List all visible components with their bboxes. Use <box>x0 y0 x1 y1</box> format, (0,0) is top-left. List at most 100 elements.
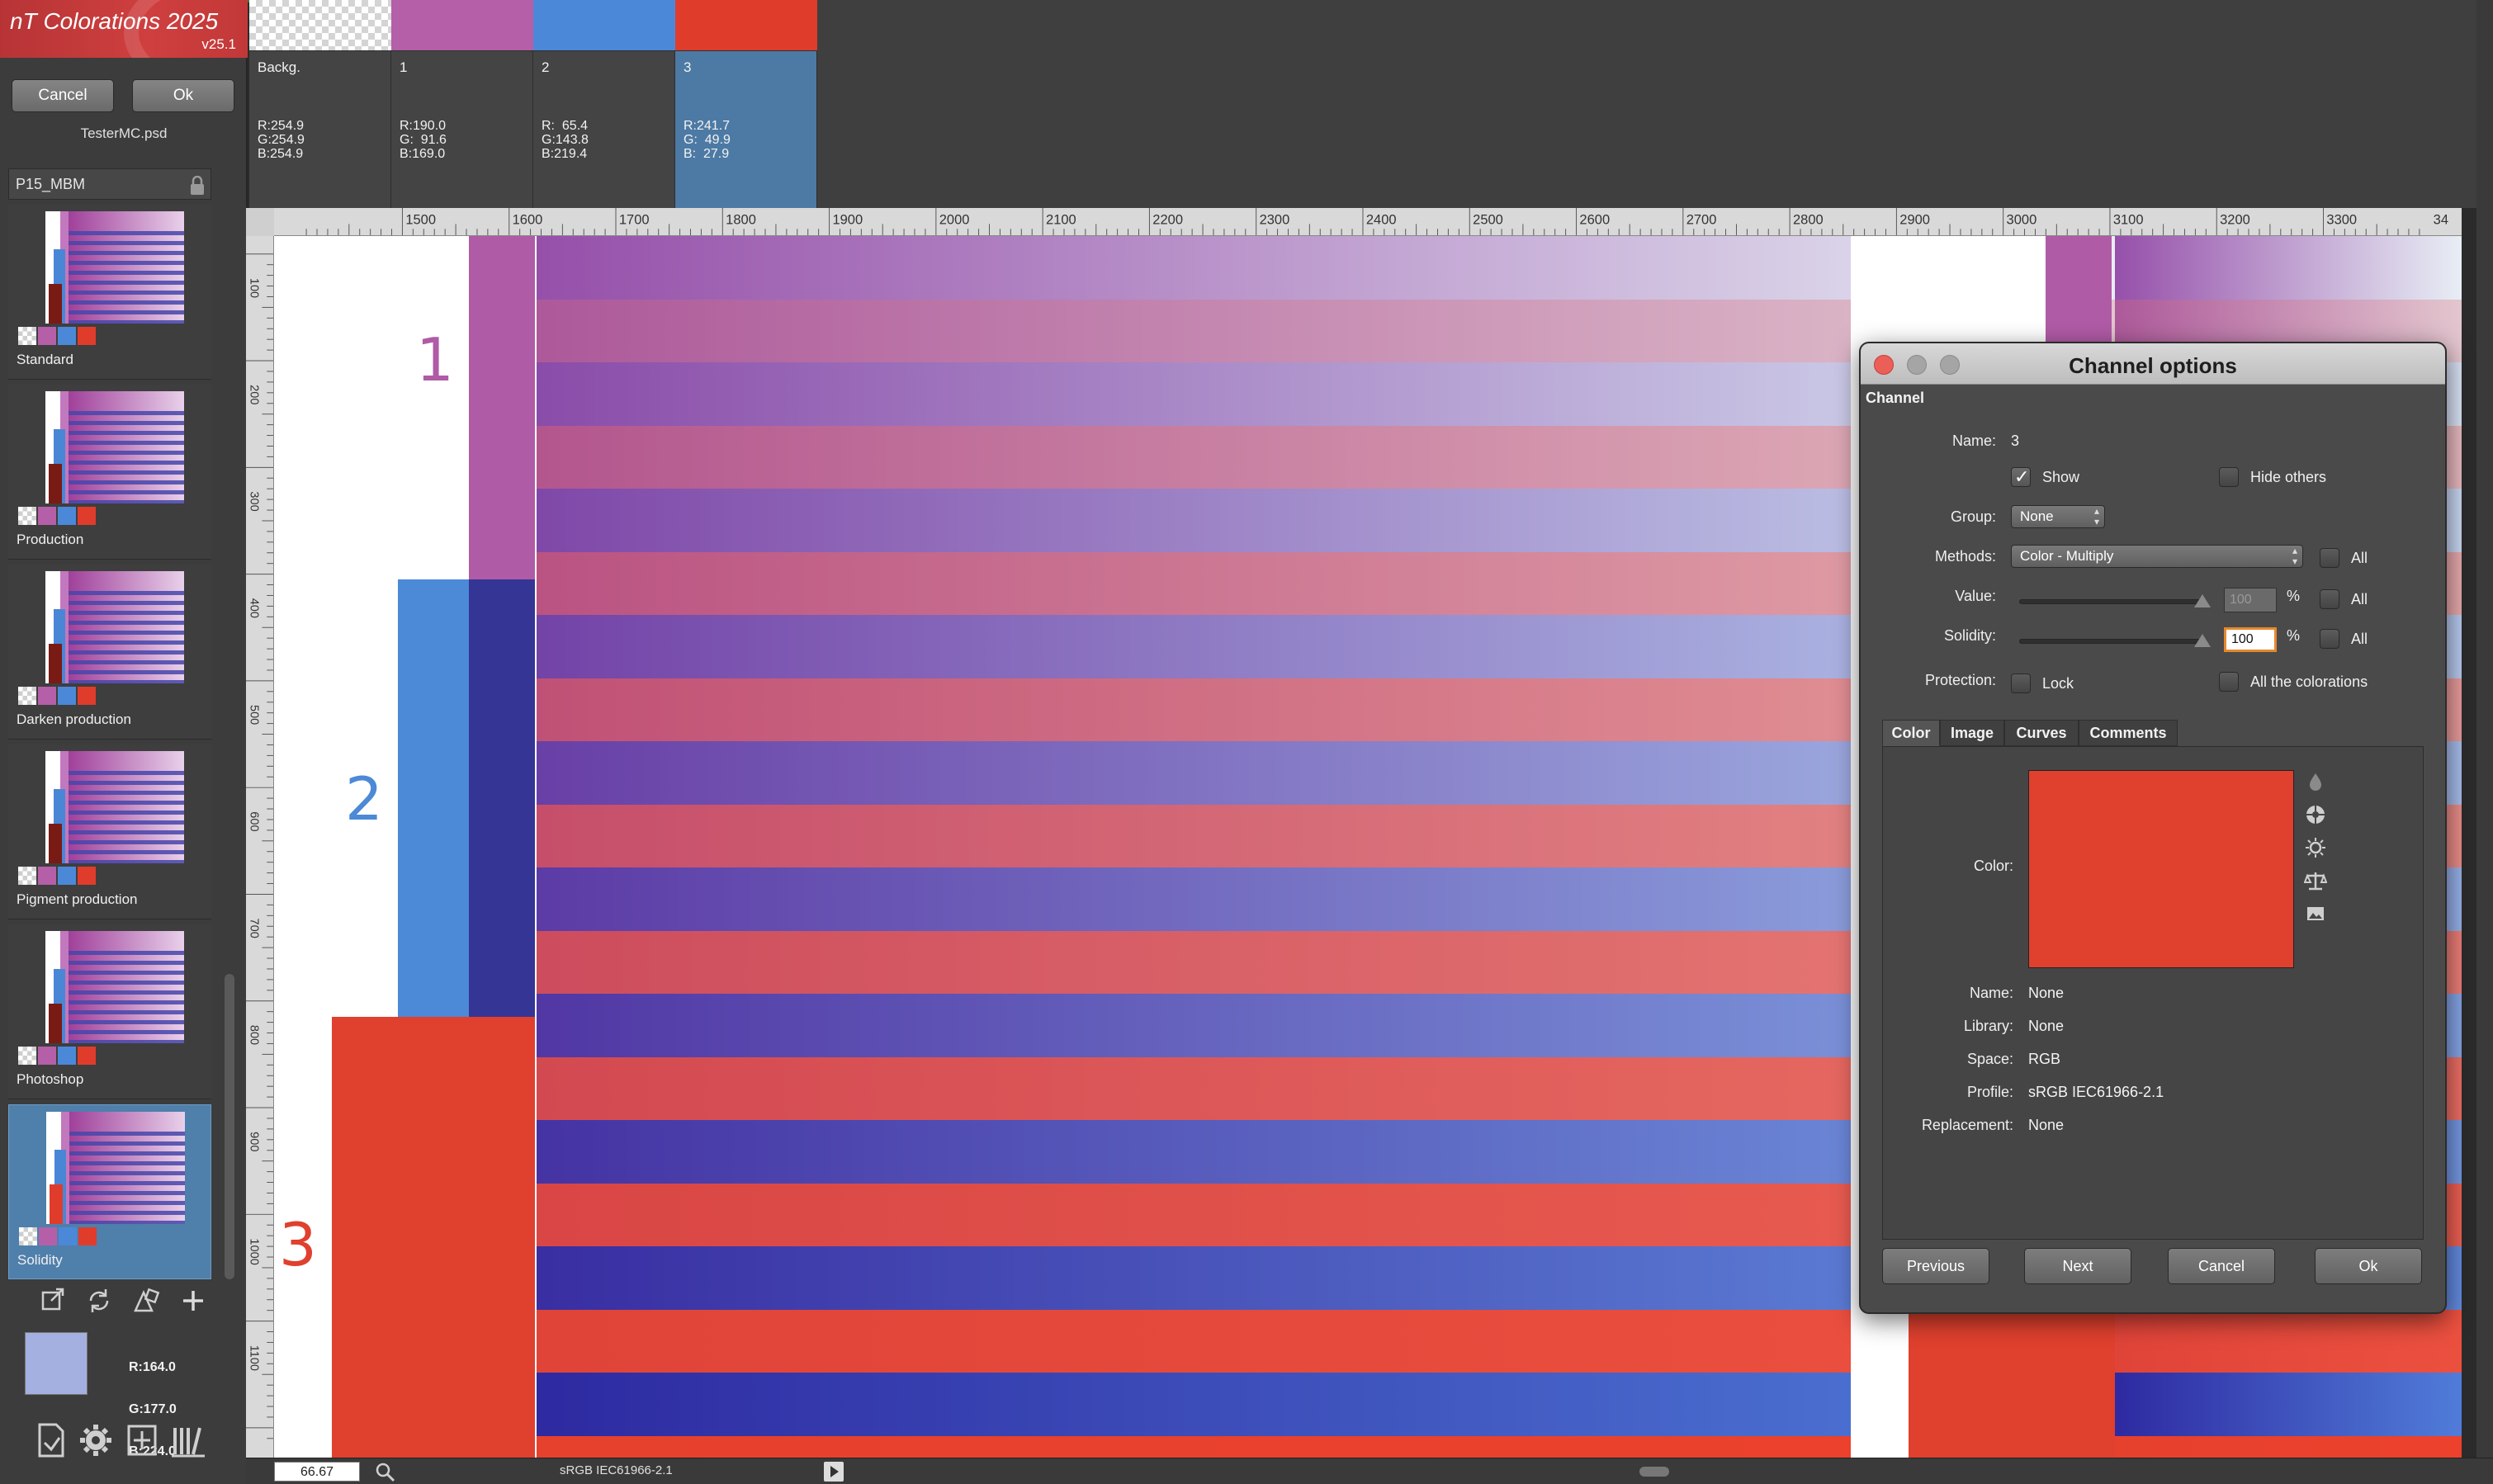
tab-image[interactable]: Image <box>1940 720 2004 746</box>
dialog-ok-button[interactable]: Ok <box>2315 1248 2422 1284</box>
export-icon[interactable] <box>38 1286 68 1316</box>
preset-item[interactable]: Darken production <box>8 565 211 740</box>
channel-swatch[interactable] <box>249 0 391 51</box>
ruler-h-label: 3000 <box>2007 212 2037 227</box>
channel-r-value: R: 65.4 <box>542 119 589 133</box>
previous-button[interactable]: Previous <box>1882 1248 1989 1284</box>
tab-curves[interactable]: Curves <box>2004 720 2079 746</box>
solidity-slider[interactable] <box>2019 639 2206 644</box>
preset-item[interactable]: Solidity <box>8 1104 211 1279</box>
channel-column[interactable]: 3 R:241.7 G: 49.9 B: 27.9 <box>675 0 817 208</box>
channel-column[interactable]: 2 R: 65.4 G:143.8 B:219.4 <box>533 0 675 208</box>
tab-comments[interactable]: Comments <box>2079 720 2178 746</box>
ruler-h-label: 34 <box>2434 212 2448 227</box>
preset-item[interactable]: Photoshop <box>8 924 211 1099</box>
color-info-label: Library: <box>1963 1018 2013 1034</box>
group-select[interactable]: None ▴ ▾ <box>2011 505 2105 528</box>
color-info-label: Replacement: <box>1921 1117 2013 1133</box>
document-icon[interactable] <box>33 1421 69 1459</box>
cancel-button[interactable]: Cancel <box>12 79 114 112</box>
magnifier-icon[interactable] <box>375 1462 396 1483</box>
app-title: nT Colorations 2025 <box>10 8 219 34</box>
balance-icon[interactable] <box>2304 869 2327 892</box>
preset-channel-chips <box>19 1227 98 1245</box>
chip-channel-3 <box>78 327 96 345</box>
value-slider[interactable] <box>2019 599 2206 604</box>
thumbnail-bar-3 <box>49 284 62 324</box>
canvas-label-2: 2 <box>345 764 383 834</box>
channel-name-value: 3 <box>2011 432 2020 449</box>
ok-button[interactable]: Ok <box>132 79 234 112</box>
channel-color-swatch[interactable] <box>2028 770 2294 968</box>
chip-channel-1 <box>38 867 56 885</box>
image-icon[interactable] <box>2304 902 2327 925</box>
channel-2-bar <box>398 579 469 1017</box>
gear-icon[interactable] <box>78 1421 114 1459</box>
preset-list-scrollbar[interactable] <box>225 974 234 1279</box>
value-field[interactable]: 100 <box>2224 588 2277 612</box>
select-arrows-icon: ▴ ▾ <box>2093 505 2099 527</box>
play-icon[interactable] <box>824 1462 844 1482</box>
canvas-label-1: 1 <box>416 325 454 395</box>
methods-select[interactable]: Color - Multiply ▴ ▾ <box>2011 545 2303 568</box>
value-all-checkbox[interactable] <box>2320 589 2339 609</box>
ruler-h-label: 3100 <box>2113 212 2144 227</box>
chip-channel-3 <box>78 687 96 705</box>
chip-channel-2 <box>58 507 76 525</box>
preset-item[interactable]: Production <box>8 385 211 560</box>
maximize-window-button[interactable] <box>1940 355 1960 375</box>
solidity-slider-thumb[interactable] <box>2194 634 2211 647</box>
hide-others-checkbox[interactable] <box>2219 467 2239 487</box>
channel-column[interactable]: Backg. R:254.9 G:254.9 B:254.9 <box>249 0 391 208</box>
thumbnail-bar-3 <box>49 464 62 503</box>
add-icon[interactable] <box>178 1286 208 1316</box>
value-slider-thumb[interactable] <box>2194 594 2211 607</box>
tab-color[interactable]: Color <box>1882 720 1940 746</box>
solidity-all-checkbox[interactable] <box>2320 629 2339 649</box>
methods-all-checkbox[interactable] <box>2320 548 2339 568</box>
value-all-label: All <box>2351 591 2368 607</box>
all-colorations-checkbox[interactable] <box>2219 672 2239 692</box>
ruler-v-label: 300 <box>248 491 261 511</box>
protection-label: Protection: <box>1924 672 1996 688</box>
lock-checkbox[interactable] <box>2011 673 2031 693</box>
preset-thumbnail <box>45 391 184 503</box>
drop-icon[interactable] <box>2304 770 2327 793</box>
show-label: Show <box>2042 469 2080 485</box>
app-brand-header: nT Colorations 2025 v25.1 <box>0 0 248 58</box>
refresh-icon[interactable] <box>84 1286 114 1316</box>
chip-channel-1 <box>38 687 56 705</box>
ruler-h-label: 2600 <box>1579 212 1610 227</box>
preset-group-header[interactable]: P15_MBM <box>8 168 211 200</box>
channel-swatch[interactable] <box>391 0 533 51</box>
preset-channel-chips <box>18 867 97 885</box>
next-button[interactable]: Next <box>2024 1248 2131 1284</box>
solidity-field[interactable]: 100 <box>2224 627 2277 652</box>
chip-channel-2 <box>58 867 76 885</box>
brightness-icon[interactable] <box>2304 836 2327 859</box>
library-icon[interactable] <box>170 1421 206 1459</box>
channel-r-value: R:241.7 <box>684 119 731 133</box>
color-info-value: None <box>2028 1018 2065 1034</box>
color-wheel-icon[interactable] <box>2304 803 2327 826</box>
value-percent: % <box>2287 588 2301 604</box>
zoom-field[interactable]: 66.67 <box>274 1462 360 1482</box>
channel-swatch[interactable] <box>533 0 675 51</box>
dialog-titlebar[interactable]: Channel options <box>1861 343 2445 385</box>
status-bar: 66.67 sRGB IEC61966-2.1 <box>246 1458 2493 1484</box>
lock-icon[interactable] <box>189 176 206 196</box>
canvas-horizontal-scrollbar[interactable] <box>1639 1467 1669 1477</box>
minimize-window-button[interactable] <box>1907 355 1927 375</box>
shapes-icon[interactable] <box>132 1286 162 1316</box>
gradient-row <box>2115 1373 2462 1437</box>
close-window-button[interactable] <box>1874 355 1894 375</box>
show-checkbox[interactable] <box>2011 466 2031 488</box>
preset-item[interactable]: Standard <box>8 205 211 380</box>
ruler-h-label: 2900 <box>1899 212 1930 227</box>
channel-swatch[interactable] <box>675 0 817 51</box>
gradient-row <box>2115 236 2462 300</box>
preset-item[interactable]: Pigment production <box>8 744 211 919</box>
channel-column[interactable]: 1 R:190.0 G: 91.6 B:169.0 <box>391 0 533 208</box>
dialog-cancel-button[interactable]: Cancel <box>2168 1248 2275 1284</box>
transform-icon[interactable] <box>124 1421 160 1459</box>
